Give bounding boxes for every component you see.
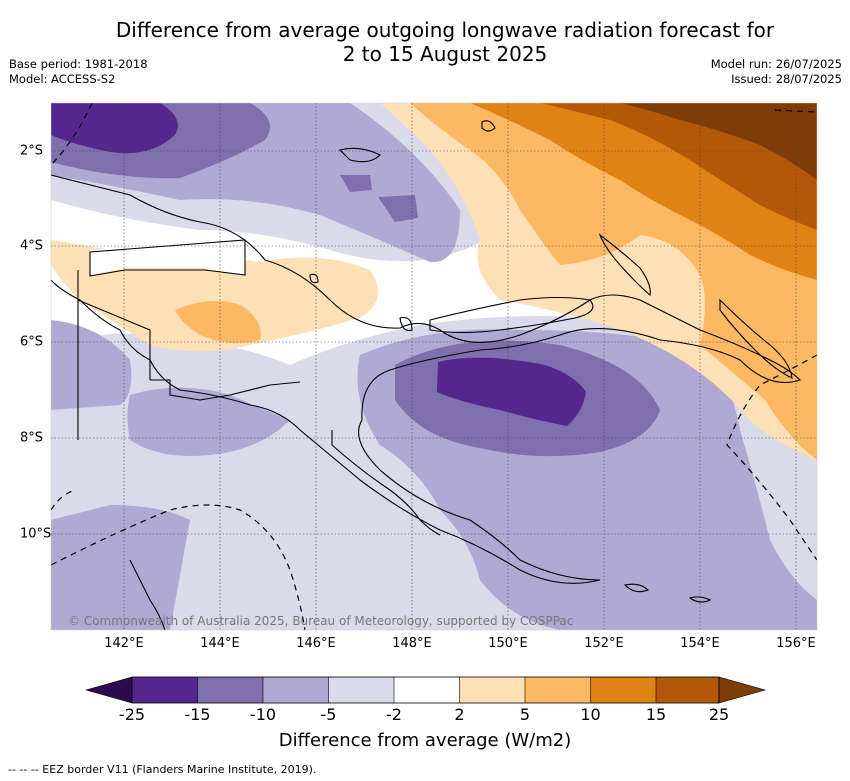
meta-right: Model run: 26/07/2025 Issued: 28/07/2025 (711, 57, 842, 87)
title-line-1: Difference from average outgoing longwav… (115, 18, 775, 42)
irian-west-coast (77, 239, 246, 440)
colorbar-tick: 10 (580, 705, 601, 724)
contour-minus15-center (437, 357, 586, 426)
meta-left: Base period: 1981-2018 Model: ACCESS-S2 (9, 57, 148, 87)
title-line-2: 2 to 15 August 2025 (342, 42, 548, 66)
contour-minus10-patch-2 (340, 175, 372, 192)
contour-plus25-northeast (620, 103, 817, 180)
contour-minus10-patch (378, 195, 418, 222)
issued-label: Issued: 28/07/2025 (731, 72, 842, 86)
lat-label: 6°S (20, 334, 44, 350)
copyright-credit: © Commonwealth of Australia 2025, Bureau… (68, 614, 574, 628)
colorbar-tick: 2 (454, 705, 465, 724)
colorbar-tick: 25 (708, 705, 730, 724)
colorbar-tick: -5 (320, 705, 337, 724)
lon-label: 142°E (104, 636, 144, 651)
contour-plus5-west (175, 301, 261, 344)
graticule (51, 103, 817, 630)
colorbar (84, 676, 767, 704)
new-ireland (598, 233, 651, 297)
lat-label: 2°S (20, 143, 44, 159)
lon-label: 152°E (584, 636, 624, 651)
eez-borders (51, 103, 817, 630)
cape-york (129, 559, 166, 630)
bougainville (719, 298, 793, 379)
coastlines (51, 120, 802, 630)
colorbar-swatch-6 (459, 677, 525, 703)
colorbar-dividers (197, 677, 657, 703)
colorbar-low-extension (84, 676, 133, 704)
colorbar-swatch-7 (525, 677, 591, 703)
colorbar-swatch-9 (656, 677, 719, 703)
colorbar-tick: -10 (249, 705, 277, 724)
colorbar-swatch-5 (394, 677, 460, 703)
map-frame (50, 102, 818, 631)
chart-title: Difference from average outgoing longwav… (60, 18, 830, 66)
colorbar-tick: -25 (118, 705, 146, 724)
model-run-label: Model run: 26/07/2025 (710, 57, 842, 71)
eez-footnote: -- -- -- EEZ border V11 (Flanders Marine… (8, 763, 317, 776)
lat-label: 10°S (20, 526, 52, 542)
anomaly-field (51, 103, 817, 630)
new-britain (429, 296, 594, 334)
lon-label: 144°E (200, 636, 240, 651)
colorbar-tick: 5 (519, 705, 531, 724)
lat-label: 4°S (20, 238, 44, 254)
colorbar-swatch-3 (263, 677, 329, 703)
lon-label: 156°E (776, 636, 816, 651)
lon-label: 154°E (680, 636, 720, 651)
contour-minus15-northwest (51, 103, 178, 154)
png-border (150, 379, 441, 536)
base-period-label: Base period: 1981-2018 (9, 57, 148, 71)
colorbar-tick: 15 (645, 705, 667, 724)
lon-label: 146°E (296, 636, 336, 651)
colorbar-title: Difference from average (W/m2) (278, 730, 572, 751)
model-label: Model: ACCESS-S2 (9, 72, 116, 86)
colorbar-swatch-8 (590, 677, 656, 703)
colorbar-tick: -15 (184, 705, 211, 724)
lon-label: 150°E (488, 636, 528, 651)
colorbar-outline (131, 676, 720, 704)
colorbar-tick: -2 (386, 705, 402, 724)
colorbar-swatch-1 (132, 677, 198, 703)
lon-label: 148°E (392, 636, 432, 651)
contour-minus5-far-south (51, 505, 190, 630)
lat-label: 8°S (20, 430, 44, 446)
colorbar-swatch-2 (197, 677, 263, 703)
islands-north (309, 120, 712, 603)
colorbar-swatch-4 (328, 677, 394, 703)
colorbar-high-extension (718, 676, 767, 704)
